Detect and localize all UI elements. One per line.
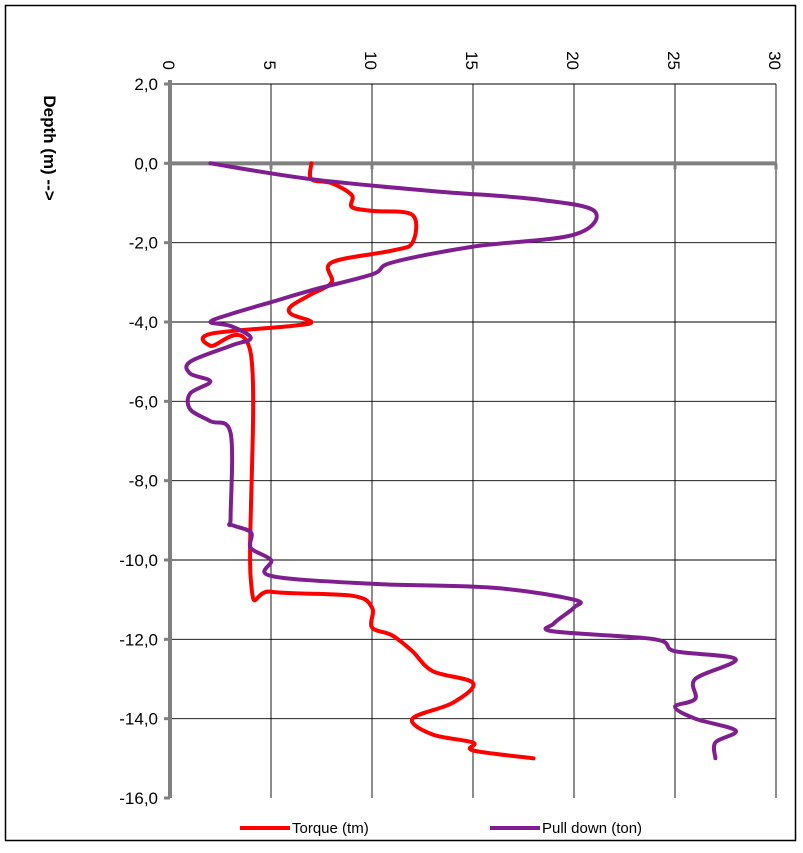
legend-label: Pull down (ton): [542, 820, 642, 837]
y-tick-label: -2,0: [129, 234, 158, 253]
x-tick-label: 15: [462, 51, 481, 70]
chart-border: [4, 4, 797, 842]
x-tick-label: 30: [765, 51, 784, 70]
axes: [164, 80, 778, 800]
y-tick-label: -12,0: [119, 630, 158, 649]
x-tick-label: 5: [260, 61, 279, 70]
y-tick-label: 2,0: [134, 75, 158, 94]
y-tick-label: -8,0: [129, 472, 158, 491]
y-axis-title: Depth (m) -->: [40, 95, 59, 200]
y-tick-label: -16,0: [119, 789, 158, 808]
x-tick-label: 0: [159, 61, 178, 70]
legend: Torque (tm) Pull down (ton): [240, 820, 642, 837]
series-lines: [184, 161, 738, 761]
y-tick-label: -14,0: [119, 710, 158, 729]
tick-labels: 0 5 10 15 20 25 30 2,0 0,0 -2,0 -4,0 -6,0 -8,0 -10,0 -…: [119, 51, 784, 808]
series-line-pull-down: [184, 161, 738, 761]
y-tick-label: -4,0: [129, 313, 158, 332]
y-tick-label: -6,0: [129, 392, 158, 411]
x-tick-label: 10: [361, 51, 380, 70]
legend-label: Torque (tm): [292, 820, 369, 837]
y-tick-label: 0,0: [134, 154, 158, 173]
x-tick-label: 20: [563, 51, 582, 70]
grid-lines: [170, 83, 777, 798]
series-line-torque: [200, 161, 536, 761]
y-tick-label: -10,0: [119, 551, 158, 570]
x-tick-label: 25: [664, 51, 683, 70]
